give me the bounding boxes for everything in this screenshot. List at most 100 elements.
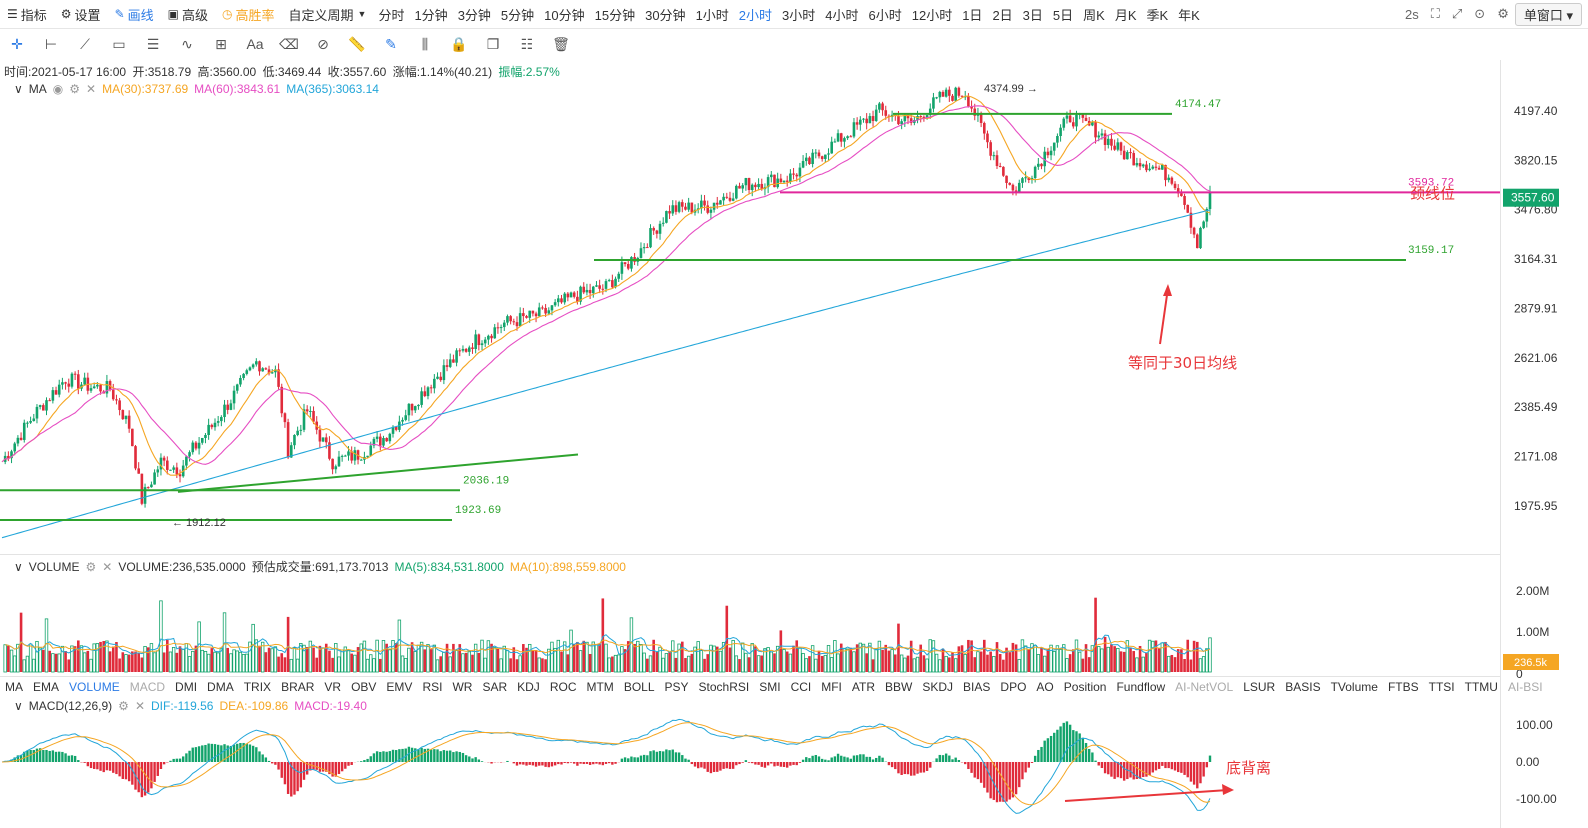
indicator-tab-9[interactable]: OBV <box>351 680 377 694</box>
indicator-tab-3[interactable]: MACD <box>129 680 166 694</box>
indicator-tab-17[interactable]: BOLL <box>623 680 655 694</box>
indicator-tab-11[interactable]: RSI <box>422 680 443 694</box>
indicator-tab-21[interactable]: CCI <box>790 680 812 694</box>
indicator-tab-10[interactable]: EMV <box>386 680 413 694</box>
period-0[interactable]: 分时 <box>378 7 405 23</box>
indicator-tab-18[interactable]: PSY <box>664 680 689 694</box>
indicator-tab-29[interactable]: Position <box>1063 680 1107 694</box>
candle-tool-icon[interactable]: ⫼ <box>421 35 429 52</box>
indicator-tab-28[interactable]: AO <box>1036 680 1054 694</box>
indicator-tab-33[interactable]: BASIS <box>1285 680 1321 694</box>
indicator-tab-25[interactable]: SKDJ <box>922 680 954 694</box>
indicator-tab-7[interactable]: BRAR <box>281 680 315 694</box>
indicator-tab-27[interactable]: DPO <box>1000 680 1027 694</box>
period-12[interactable]: 12小时 <box>911 7 953 23</box>
collapse-icon[interactable]: ∨ <box>14 82 23 96</box>
period-18[interactable]: 月K <box>1114 7 1137 23</box>
ruler-tool-icon[interactable]: 📏 <box>348 35 366 52</box>
indicator-tab-32[interactable]: LSUR <box>1243 680 1276 694</box>
measure-tool-icon[interactable]: ⊞ <box>215 35 227 52</box>
horizontal-ray-tool-icon[interactable]: ⊢ <box>44 35 58 52</box>
indicator-tab-16[interactable]: MTM <box>586 680 614 694</box>
indicator-tab-14[interactable]: KDJ <box>517 680 540 694</box>
settings-button[interactable]: ⚙ 设置 <box>54 0 108 28</box>
indicator-tab-35[interactable]: FTBS <box>1387 680 1419 694</box>
lock-tool-icon[interactable]: 🔒 <box>450 35 468 52</box>
period-17[interactable]: 周K <box>1083 7 1105 23</box>
custom-period-dropdown[interactable]: 自定义周期 ▼ <box>282 0 374 28</box>
close-icon[interactable]: ✕ <box>134 699 145 713</box>
hide-drawings-icon[interactable]: ⊘ <box>317 35 329 52</box>
indicator-tab-1[interactable]: EMA <box>33 680 60 694</box>
indicator-tab-38[interactable]: AI-BSI <box>1507 680 1543 694</box>
advanced-button[interactable]: ▣ 高级 <box>161 0 215 28</box>
period-15[interactable]: 3日 <box>1022 7 1043 23</box>
indicator-tab-20[interactable]: SMI <box>759 680 781 694</box>
indicator-tab-2[interactable]: VOLUME <box>69 680 120 694</box>
gear-icon[interactable]: ⚙ <box>69 82 81 96</box>
close-icon[interactable]: ✕ <box>102 559 113 574</box>
fullscreen-icon[interactable]: ⤢ <box>1451 6 1463 21</box>
period-2[interactable]: 3分钟 <box>457 7 491 23</box>
wave-tool-icon[interactable]: ∿ <box>181 35 193 52</box>
period-16[interactable]: 5日 <box>1052 7 1074 23</box>
indicator-tab-36[interactable]: TTSI <box>1428 680 1455 694</box>
indicator-tab-12[interactable]: WR <box>452 680 473 694</box>
copy-tool-icon[interactable]: ❐ <box>486 35 500 52</box>
indicator-tab-30[interactable]: Fundflow <box>1116 680 1166 694</box>
indicator-tab-26[interactable]: BIAS <box>963 680 991 694</box>
period-11[interactable]: 6小时 <box>868 7 902 23</box>
period-6[interactable]: 30分钟 <box>645 7 686 23</box>
indicator-tab-6[interactable]: TRIX <box>243 680 272 694</box>
eye-icon[interactable]: ◉ <box>52 82 64 96</box>
indicator-tab-0[interactable]: MA <box>5 680 23 694</box>
period-14[interactable]: 2日 <box>992 7 1013 23</box>
indicator-tab-22[interactable]: MFI <box>821 680 842 694</box>
indicator-tab-37[interactable]: TTMU <box>1464 680 1498 694</box>
close-icon[interactable]: ✕ <box>86 82 97 96</box>
period-4[interactable]: 10分钟 <box>544 7 585 23</box>
eraser-tool-icon[interactable]: ⌫ <box>279 35 299 52</box>
delete-tool-icon[interactable]: 🗑 <box>552 35 570 52</box>
indicator-tab-19[interactable]: StochRSI <box>698 680 750 694</box>
magnet-pen-tool-icon[interactable]: ✎ <box>385 35 397 52</box>
expand-icon[interactable]: ⛶ <box>1430 6 1440 21</box>
indicator-tab-34[interactable]: TVolume <box>1330 680 1378 694</box>
rectangle-tool-icon[interactable]: ▭ <box>112 35 126 52</box>
indicator-tab-23[interactable]: ATR <box>851 680 876 694</box>
period-10[interactable]: 4小时 <box>825 7 859 23</box>
crosshair-tool-icon[interactable]: ✛ <box>11 35 23 52</box>
period-9[interactable]: 3小时 <box>782 7 816 23</box>
gear-icon[interactable]: ⚙ <box>85 559 97 574</box>
period-7[interactable]: 1小时 <box>695 7 729 23</box>
period-5[interactable]: 15分钟 <box>594 7 636 23</box>
indicator-tab-31[interactable]: AI-NetVOL <box>1175 680 1234 694</box>
text-tool-icon[interactable]: Aa <box>246 36 264 52</box>
collapse-icon[interactable]: ∨ <box>14 559 23 574</box>
indicator-tab-8[interactable]: VR <box>324 680 342 694</box>
gear-icon[interactable]: ⚙ <box>118 699 129 713</box>
indicators-button[interactable]: ☰ 指标 <box>0 0 54 28</box>
indicator-tab-5[interactable]: DMA <box>207 680 234 694</box>
screenshot-icon[interactable]: ⊙ <box>1474 6 1486 21</box>
win-rate-button[interactable]: ◷ 高胜率 <box>215 0 282 28</box>
indicator-tab-13[interactable]: SAR <box>482 680 508 694</box>
indicator-tab-24[interactable]: BBW <box>885 680 913 694</box>
period-13[interactable]: 1日 <box>962 7 983 23</box>
period-20[interactable]: 年K <box>1178 7 1200 23</box>
period-1[interactable]: 1分钟 <box>414 7 448 23</box>
period-19[interactable]: 季K <box>1146 7 1169 23</box>
window-mode-select[interactable]: 单窗口 ▾ <box>1514 2 1582 26</box>
trend-line-tool-icon[interactable]: ⟋ <box>80 35 90 52</box>
template-tool-icon[interactable]: ☷ <box>520 35 534 52</box>
parallel-lines-tool-icon[interactable]: ☰ <box>146 35 160 52</box>
period-8[interactable]: 2小时 <box>738 7 773 23</box>
collapse-icon[interactable]: ∨ <box>14 699 23 713</box>
period-3[interactable]: 5分钟 <box>500 7 535 23</box>
settings-gear-icon[interactable]: ⚙ <box>1497 6 1509 21</box>
draw-button[interactable]: ✎ 画线 <box>108 0 161 28</box>
indicator-tab-4[interactable]: DMI <box>175 680 198 694</box>
refresh-interval[interactable]: 2s <box>1405 6 1419 22</box>
indicator-tab-15[interactable]: ROC <box>549 680 577 694</box>
